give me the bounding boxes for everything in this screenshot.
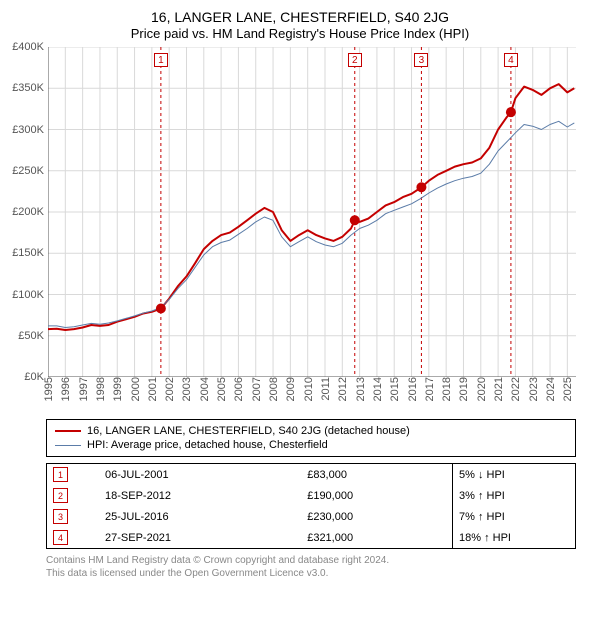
x-tick-label: 2022 xyxy=(508,377,522,401)
sale-marker-1: 1 xyxy=(154,53,168,67)
x-tick-label: 2003 xyxy=(179,377,193,401)
x-tick-label: 2006 xyxy=(231,377,245,401)
x-tick-label: 1998 xyxy=(93,377,107,401)
legend-label: HPI: Average price, detached house, Ches… xyxy=(87,439,328,451)
x-tick-label: 1995 xyxy=(41,377,55,401)
sale-price: £190,000 xyxy=(301,485,452,506)
legend-swatch xyxy=(55,445,81,446)
sale-marker-mini: 2 xyxy=(53,488,68,503)
x-tick-label: 2023 xyxy=(526,377,540,401)
sale-date: 27-SEP-2021 xyxy=(99,527,301,549)
x-tick-label: 2025 xyxy=(560,377,574,401)
table-row: 1 06-JUL-2001£83,0005% ↓ HPI xyxy=(47,464,576,486)
x-tick-label: 2002 xyxy=(162,377,176,401)
sale-date: 25-JUL-2016 xyxy=(99,506,301,527)
footer-line-1: Contains HM Land Registry data © Crown c… xyxy=(46,555,576,568)
sale-marker-3: 3 xyxy=(414,53,428,67)
y-tick-label: £200K xyxy=(12,206,48,218)
x-tick-label: 2011 xyxy=(318,377,332,401)
sale-price: £230,000 xyxy=(301,506,452,527)
sale-vs-hpi: 3% ↑ HPI xyxy=(453,485,576,506)
x-tick-label: 2020 xyxy=(474,377,488,401)
x-tick-label: 2018 xyxy=(439,377,453,401)
x-tick-label: 1999 xyxy=(110,377,124,401)
x-tick-label: 2004 xyxy=(197,377,211,401)
x-tick-label: 2021 xyxy=(491,377,505,401)
legend: 16, LANGER LANE, CHESTERFIELD, S40 2JG (… xyxy=(46,419,576,457)
sale-dot-1 xyxy=(156,304,166,314)
sale-marker-2: 2 xyxy=(348,53,362,67)
x-tick-label: 2019 xyxy=(456,377,470,401)
sale-vs-hpi: 7% ↑ HPI xyxy=(453,506,576,527)
series-line xyxy=(48,84,574,330)
y-tick-label: £400K xyxy=(12,41,48,53)
x-tick-label: 2024 xyxy=(543,377,557,401)
x-tick-label: 2009 xyxy=(283,377,297,401)
y-tick-label: £350K xyxy=(12,82,48,94)
x-tick-label: 2000 xyxy=(128,377,142,401)
price-chart: £0K£50K£100K£150K£200K£250K£300K£350K£40… xyxy=(48,47,576,377)
table-row: 3 25-JUL-2016£230,0007% ↑ HPI xyxy=(47,506,576,527)
sale-dot-4 xyxy=(506,107,516,117)
table-row: 4 27-SEP-2021£321,00018% ↑ HPI xyxy=(47,527,576,549)
chart-svg xyxy=(48,47,576,377)
x-tick-label: 2012 xyxy=(335,377,349,401)
x-tick-label: 2014 xyxy=(370,377,384,401)
sale-marker-mini: 1 xyxy=(53,467,68,482)
series-line xyxy=(48,121,574,327)
sale-vs-hpi: 18% ↑ HPI xyxy=(453,527,576,549)
sale-marker-mini: 4 xyxy=(53,530,68,545)
chart-title: 16, LANGER LANE, CHESTERFIELD, S40 2JG xyxy=(0,0,600,26)
y-tick-label: £300K xyxy=(12,124,48,136)
y-tick-label: £150K xyxy=(12,247,48,259)
y-tick-label: £50K xyxy=(18,330,48,342)
legend-swatch xyxy=(55,430,81,432)
sale-price: £83,000 xyxy=(301,464,452,486)
x-tick-label: 1997 xyxy=(76,377,90,401)
y-tick-label: £250K xyxy=(12,165,48,177)
chart-subtitle: Price paid vs. HM Land Registry's House … xyxy=(0,26,600,41)
sale-dot-3 xyxy=(416,182,426,192)
sale-marker-mini: 3 xyxy=(53,509,68,524)
x-tick-label: 2007 xyxy=(249,377,263,401)
sales-table: 1 06-JUL-2001£83,0005% ↓ HPI 2 18-SEP-2012£… xyxy=(46,463,576,549)
legend-label: 16, LANGER LANE, CHESTERFIELD, S40 2JG (… xyxy=(87,425,410,437)
x-tick-label: 1996 xyxy=(58,377,72,401)
table-row: 2 18-SEP-2012£190,0003% ↑ HPI xyxy=(47,485,576,506)
x-tick-label: 2001 xyxy=(145,377,159,401)
footer-attribution: Contains HM Land Registry data © Crown c… xyxy=(46,555,576,580)
page: 16, LANGER LANE, CHESTERFIELD, S40 2JG P… xyxy=(0,0,600,620)
x-tick-label: 2016 xyxy=(405,377,419,401)
x-tick-label: 2010 xyxy=(301,377,315,401)
x-tick-label: 2015 xyxy=(387,377,401,401)
y-tick-label: £100K xyxy=(12,289,48,301)
legend-item: HPI: Average price, detached house, Ches… xyxy=(55,438,567,452)
sale-dot-2 xyxy=(350,215,360,225)
x-tick-label: 2013 xyxy=(353,377,367,401)
footer-line-2: This data is licensed under the Open Gov… xyxy=(46,568,576,581)
sale-vs-hpi: 5% ↓ HPI xyxy=(453,464,576,486)
x-tick-label: 2005 xyxy=(214,377,228,401)
sale-price: £321,000 xyxy=(301,527,452,549)
legend-item: 16, LANGER LANE, CHESTERFIELD, S40 2JG (… xyxy=(55,424,567,438)
x-tick-label: 2008 xyxy=(266,377,280,401)
sale-date: 18-SEP-2012 xyxy=(99,485,301,506)
sale-marker-4: 4 xyxy=(504,53,518,67)
x-tick-label: 2017 xyxy=(422,377,436,401)
sale-date: 06-JUL-2001 xyxy=(99,464,301,486)
